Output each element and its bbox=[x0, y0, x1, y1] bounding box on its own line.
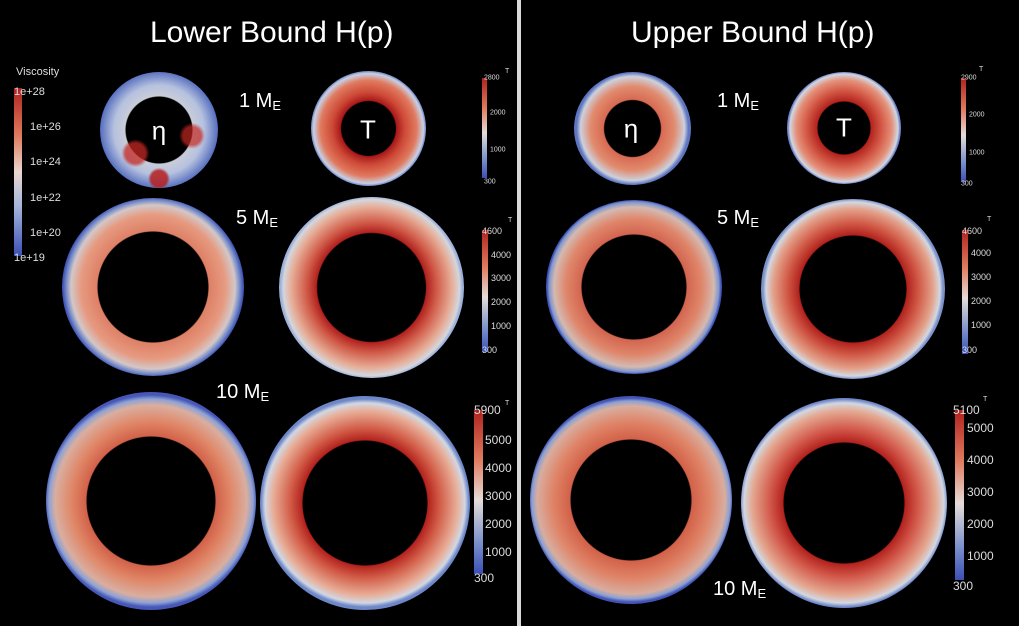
mass-label-1me: 1 ME bbox=[717, 90, 760, 113]
temperature-annulus-10me bbox=[260, 396, 470, 610]
temperature-annulus-1me bbox=[311, 71, 426, 186]
eta-symbol: η bbox=[151, 115, 167, 146]
colorbar-tick: 5000 bbox=[485, 433, 512, 447]
colorbar-tick: 4000 bbox=[485, 461, 512, 475]
temperature-colorbar-10me bbox=[474, 410, 483, 574]
mass-label-5me: 5 ME bbox=[717, 207, 760, 230]
colorbar-t-label: T bbox=[505, 68, 510, 75]
viscosity-label: Viscosity bbox=[16, 66, 60, 78]
colorbar-tick: 3000 bbox=[971, 272, 992, 282]
colorbar-tick: 4600 bbox=[482, 226, 503, 236]
viscosity-colorbar bbox=[14, 88, 22, 256]
colorbar-tick: 2000 bbox=[485, 517, 512, 531]
colorbar-tick: 1000 bbox=[967, 549, 994, 563]
colorbar-tick: 1000 bbox=[485, 545, 512, 559]
colorbar-t-label: T bbox=[983, 396, 988, 403]
colorbar-t-label: T bbox=[508, 217, 513, 224]
colorbar-tick: 3000 bbox=[491, 273, 512, 283]
colorbar-tick: 1000 bbox=[491, 321, 512, 331]
colorbar-tick: 3000 bbox=[485, 489, 512, 503]
mass-label-10me: 10 ME bbox=[713, 578, 767, 601]
colorbar-t-label: T bbox=[987, 216, 992, 223]
temperature-annulus-5me bbox=[279, 197, 464, 378]
colorbar-tick: 2000 bbox=[971, 296, 992, 306]
colorbar-tick: 5100 bbox=[953, 403, 980, 417]
colorbar-tick: 300 bbox=[482, 345, 498, 355]
right-panel-title: Upper Bound H(p) bbox=[631, 16, 875, 49]
left-panel: Lower Bound H(p) Viscosity 1e+28 1e+26 1… bbox=[14, 16, 513, 610]
colorbar-tick: 2000 bbox=[491, 297, 512, 307]
viscosity-annulus-10me bbox=[46, 392, 256, 610]
colorbar-tick: 2000 bbox=[967, 517, 994, 531]
temperature-annulus-10me bbox=[741, 398, 947, 608]
colorbar-tick: 1000 bbox=[971, 320, 992, 330]
colorbar-tick: 5900 bbox=[474, 403, 501, 417]
temperature-symbol: T bbox=[836, 112, 852, 143]
temperature-colorbar-5me bbox=[482, 230, 488, 352]
viscosity-annulus-5me bbox=[546, 200, 722, 374]
left-panel-title: Lower Bound H(p) bbox=[150, 16, 394, 49]
colorbar-tick: 300 bbox=[962, 345, 978, 355]
temperature-symbol: T bbox=[360, 114, 376, 145]
temperature-annulus-5me bbox=[761, 199, 945, 379]
colorbar-tick: 2000 bbox=[969, 111, 985, 119]
right-panel: Upper Bound H(p) η 1 ME T T 2900 2000 10… bbox=[521, 0, 1019, 626]
viscosity-tick: 1e+26 bbox=[30, 121, 61, 133]
viscosity-annulus-5me bbox=[62, 198, 244, 376]
colorbar-tick: 3000 bbox=[967, 485, 994, 499]
temperature-colorbar-1me bbox=[961, 78, 966, 182]
colorbar-tick: 4000 bbox=[491, 250, 512, 260]
viscosity-annulus-10me bbox=[530, 396, 732, 604]
viscosity-hotspots-1me bbox=[100, 72, 218, 188]
colorbar-tick: 2800 bbox=[484, 74, 500, 82]
mass-label-10me: 10 ME bbox=[216, 381, 270, 404]
colorbar-tick: 300 bbox=[961, 180, 973, 188]
temperature-colorbar-10me bbox=[955, 410, 964, 580]
colorbar-tick: 5000 bbox=[967, 421, 994, 435]
colorbar-tick: 1000 bbox=[490, 146, 506, 154]
colorbar-tick: 4000 bbox=[967, 453, 994, 467]
colorbar-tick: 4000 bbox=[971, 248, 992, 258]
colorbar-tick: 2900 bbox=[961, 74, 977, 82]
viscosity-tick: 1e+28 bbox=[14, 86, 45, 98]
viscosity-tick: 1e+19 bbox=[14, 252, 45, 264]
mass-label-1me: 1 ME bbox=[239, 90, 282, 113]
temperature-colorbar-5me bbox=[962, 230, 968, 354]
viscosity-annulus-1me bbox=[574, 72, 691, 185]
viscosity-tick: 1e+20 bbox=[30, 227, 61, 239]
colorbar-t-label: T bbox=[979, 66, 984, 73]
viscosity-tick: 1e+24 bbox=[30, 156, 61, 168]
colorbar-tick: 4600 bbox=[962, 226, 983, 236]
colorbar-tick: 1000 bbox=[969, 149, 985, 157]
panel-divider bbox=[517, 0, 521, 626]
eta-symbol: η bbox=[623, 113, 639, 144]
mass-label-5me: 5 ME bbox=[236, 207, 279, 230]
colorbar-tick: 300 bbox=[474, 571, 495, 585]
temperature-colorbar-1me bbox=[482, 78, 487, 178]
colorbar-tick: 300 bbox=[484, 178, 496, 186]
viscosity-tick: 1e+22 bbox=[30, 192, 61, 204]
colorbar-tick: 300 bbox=[953, 579, 974, 593]
colorbar-tick: 2000 bbox=[490, 109, 506, 117]
colorbar-t-label: T bbox=[505, 400, 510, 407]
temperature-annulus-1me bbox=[787, 72, 901, 184]
